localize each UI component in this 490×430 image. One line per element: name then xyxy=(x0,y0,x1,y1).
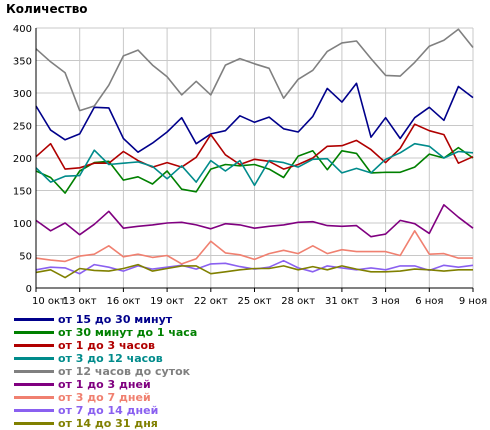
y-tick-label: 300 xyxy=(13,89,32,100)
x-tick-label: 22 окт xyxy=(194,296,228,307)
y-tick-label: 0 xyxy=(26,284,32,295)
legend-item: от 7 до 14 дней xyxy=(14,404,197,417)
legend-swatch xyxy=(14,422,54,425)
legend-label: от 15 до 30 минут xyxy=(58,313,173,326)
x-tick-label: 28 окт xyxy=(281,296,315,307)
y-tick-label: 100 xyxy=(13,219,32,230)
x-tick-label: 3 ноя xyxy=(371,296,399,307)
series-line-7 xyxy=(35,230,473,265)
legend-item: от 1 до 3 часов xyxy=(14,339,197,352)
legend-swatch xyxy=(14,318,54,321)
legend-item: от 3 до 7 дней xyxy=(14,391,197,404)
legend-label: от 7 до 14 дней xyxy=(58,404,159,417)
y-tick-label: 400 xyxy=(13,24,32,35)
series-lines xyxy=(35,28,474,279)
legend-swatch xyxy=(14,331,54,334)
grid xyxy=(35,27,474,289)
y-tick-label: 50 xyxy=(19,252,32,263)
series-line-9 xyxy=(35,263,473,279)
series-line-3 xyxy=(35,123,474,170)
x-tick-label: 25 окт xyxy=(238,296,272,307)
x-tick-label: 6 ноя xyxy=(415,296,443,307)
legend-swatch xyxy=(14,383,54,386)
legend-label: от 3 до 12 часов xyxy=(58,352,163,365)
series-line-6 xyxy=(35,204,474,238)
legend-item: от 15 до 30 минут xyxy=(14,313,197,326)
series-line-2 xyxy=(35,146,474,194)
y-tick-label: 200 xyxy=(13,154,32,165)
x-tick-label: 10 окт xyxy=(32,296,66,307)
series-line-4 xyxy=(35,142,474,187)
legend-label: от 30 минут до 1 часа xyxy=(58,326,198,339)
legend-item: от 12 часов до суток xyxy=(14,365,197,378)
legend-item: от 3 до 12 часов xyxy=(14,352,197,365)
series-line-1 xyxy=(35,82,474,153)
x-tick-label: 31 окт xyxy=(325,296,359,307)
series-line-5 xyxy=(35,28,474,112)
legend-label: от 12 часов до суток xyxy=(58,365,191,378)
legend-swatch xyxy=(14,396,54,399)
x-tick-label: 16 окт xyxy=(106,296,140,307)
x-tick-label: 9 ноя xyxy=(459,296,487,307)
legend-item: от 1 до 3 дней xyxy=(14,378,197,391)
legend-swatch xyxy=(14,370,54,373)
y-axis-title: Количество xyxy=(6,2,88,16)
x-tick-label: 13 окт xyxy=(63,296,97,307)
legend-item: от 14 до 31 дня xyxy=(14,417,197,430)
x-tick-label: 19 окт xyxy=(150,296,184,307)
y-tick-label: 250 xyxy=(13,122,32,133)
legend-swatch xyxy=(14,409,54,412)
legend-label: от 3 до 7 дней xyxy=(58,391,151,404)
legend-item: от 30 минут до 1 часа xyxy=(14,326,197,339)
legend: от 15 до 30 минут от 30 минут до 1 часа от… xyxy=(14,313,197,430)
y-tick-label: 150 xyxy=(13,187,32,198)
legend-label: от 1 до 3 дней xyxy=(58,378,151,391)
line-chart: Количество 0 50 100 150 200 250 300 350 400 10 ок… xyxy=(6,2,487,307)
legend-label: от 14 до 31 дня xyxy=(58,417,158,430)
legend-swatch xyxy=(14,344,54,347)
legend-swatch xyxy=(14,357,54,360)
legend-label: от 1 до 3 часов xyxy=(58,339,156,352)
y-tick-label: 350 xyxy=(13,57,32,68)
